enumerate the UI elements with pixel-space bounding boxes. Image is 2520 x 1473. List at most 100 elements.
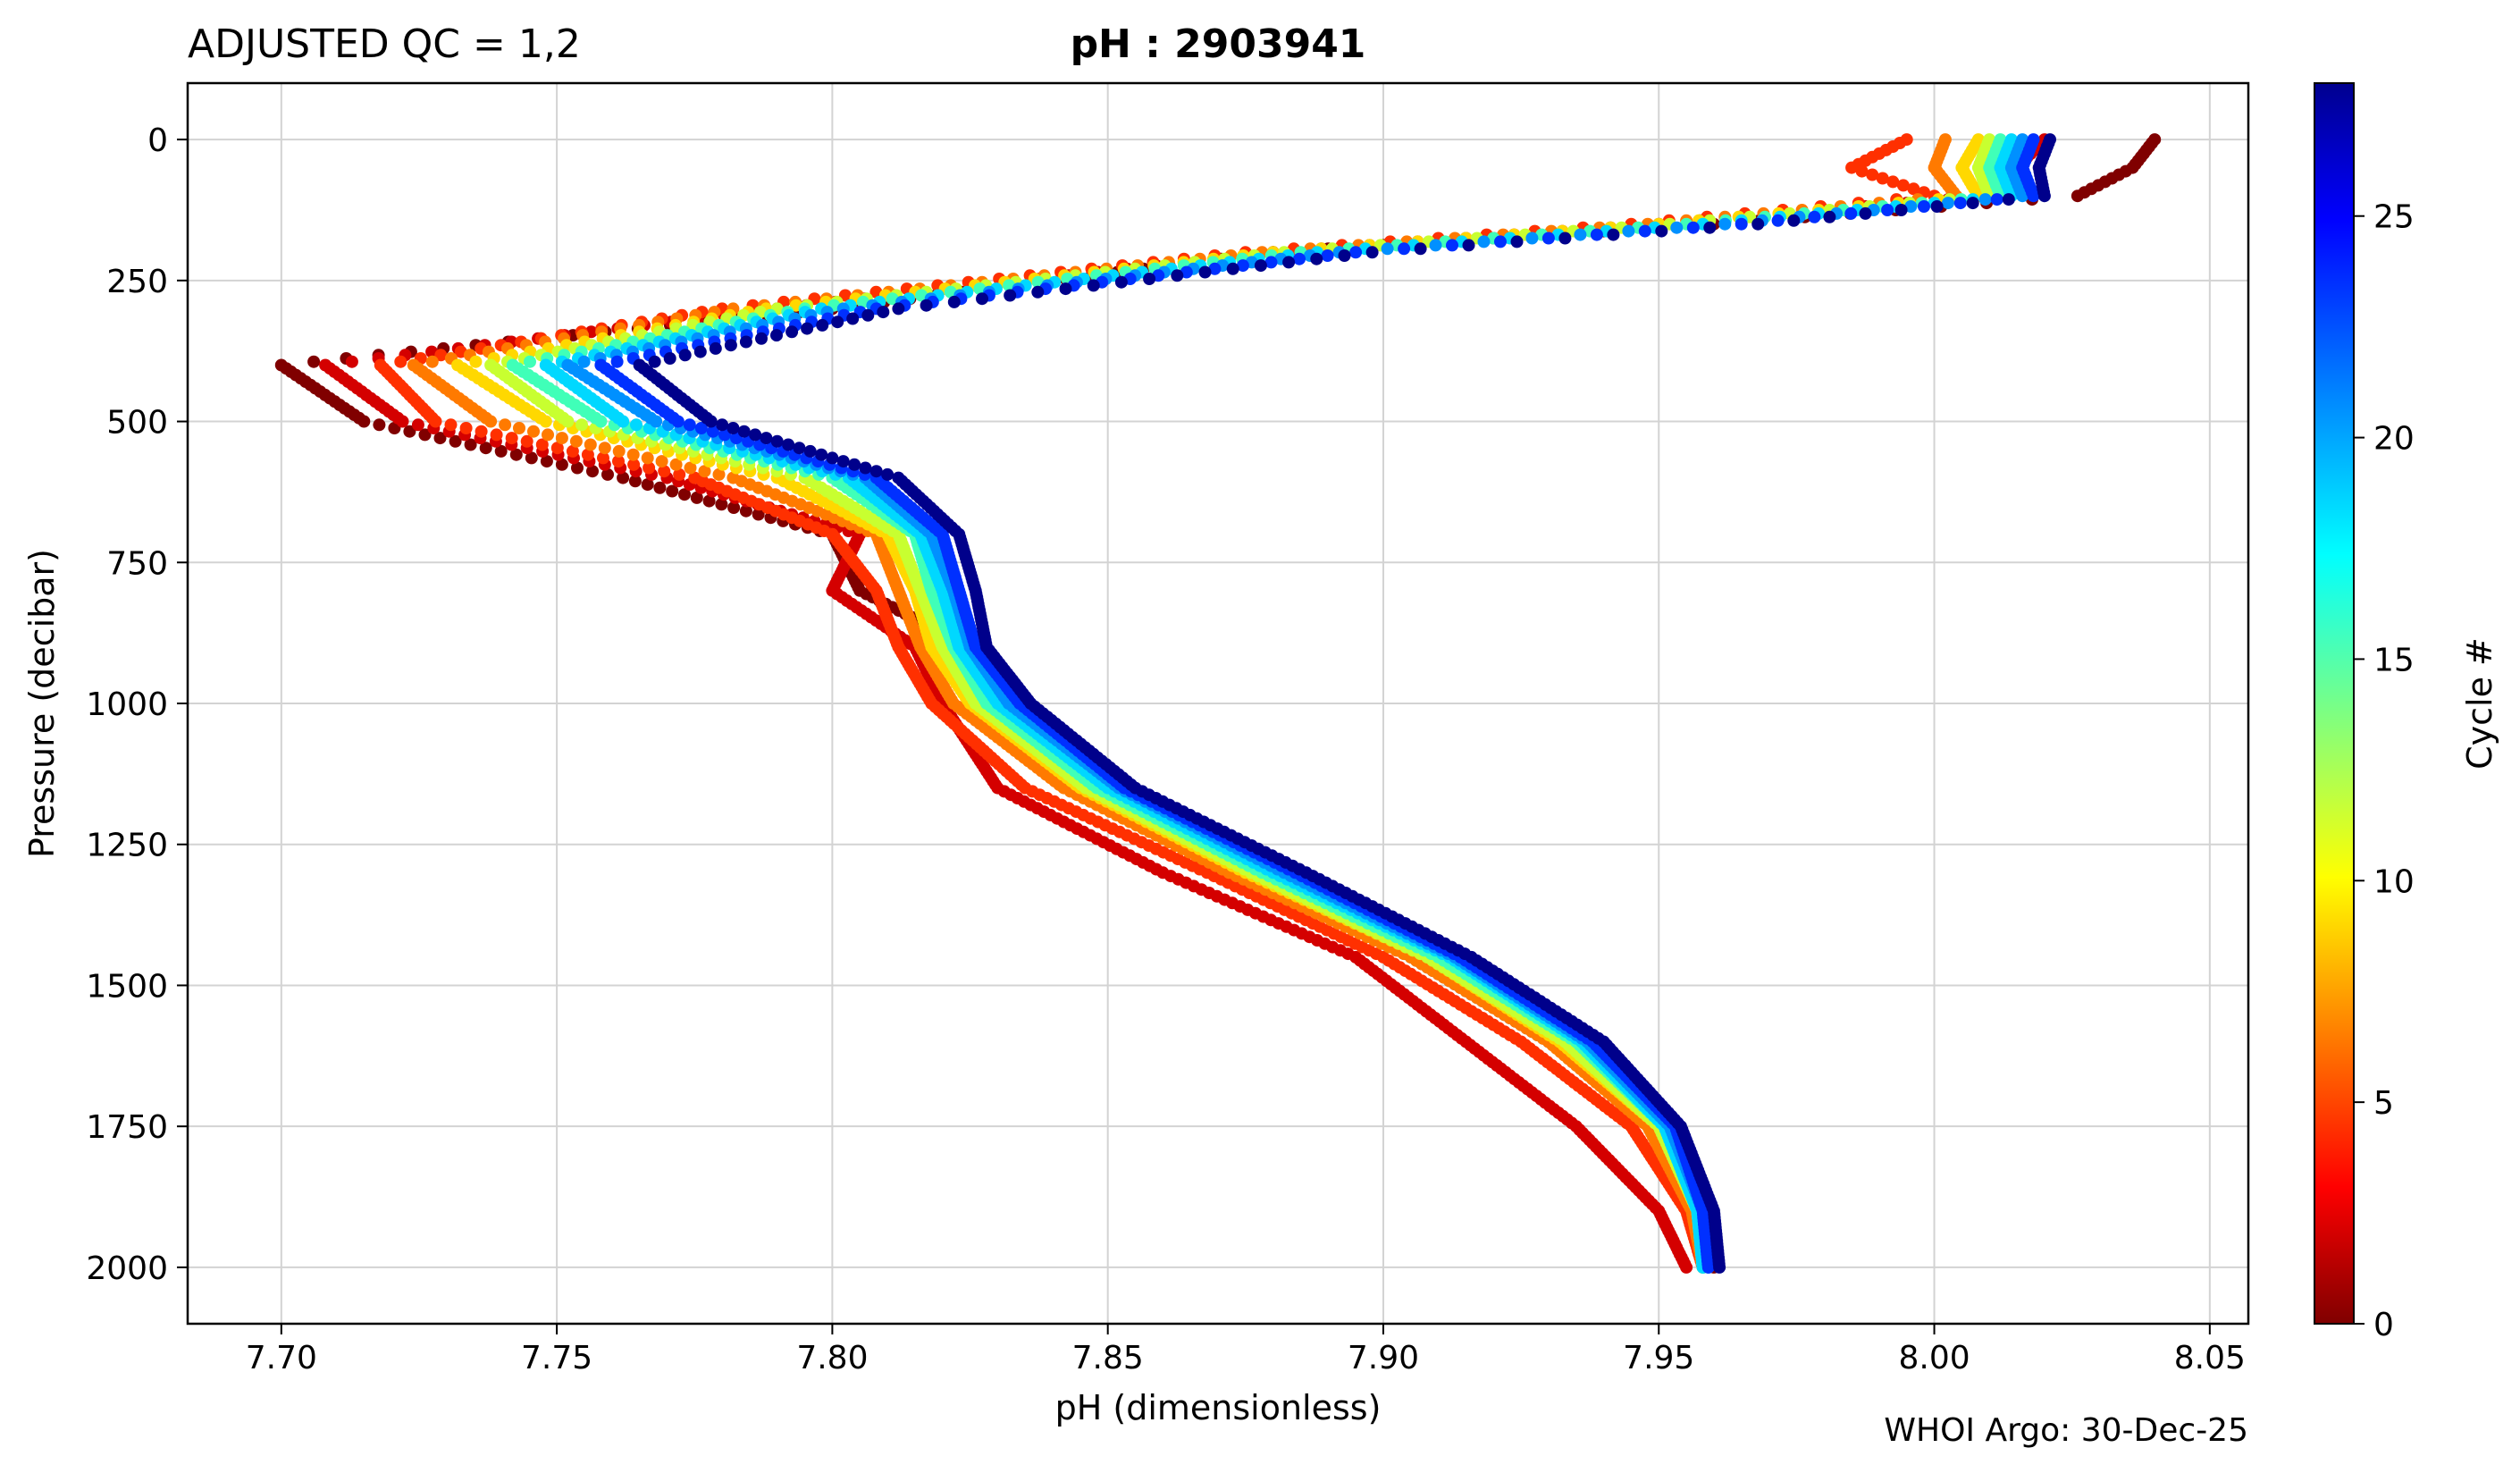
data-point bbox=[2016, 189, 2029, 203]
data-point bbox=[555, 458, 568, 471]
data-point bbox=[881, 467, 895, 481]
data-point bbox=[1525, 231, 1539, 245]
data-point bbox=[1180, 265, 1193, 279]
data-point bbox=[569, 434, 583, 448]
data-point bbox=[1713, 1260, 1726, 1274]
data-point bbox=[712, 467, 726, 481]
data-point bbox=[1349, 246, 1363, 259]
y-tick-label: 1500 bbox=[86, 968, 168, 1005]
data-point bbox=[540, 455, 553, 468]
data-point bbox=[973, 282, 987, 296]
data-point bbox=[678, 488, 691, 501]
data-point bbox=[760, 432, 773, 445]
data-point bbox=[1751, 217, 1765, 231]
data-point bbox=[555, 432, 568, 445]
x-tick-label: 7.75 bbox=[521, 1340, 592, 1376]
data-point bbox=[1844, 206, 1858, 220]
data-point bbox=[1590, 228, 1603, 241]
data-point bbox=[650, 415, 663, 428]
data-point bbox=[648, 355, 661, 368]
data-point bbox=[594, 415, 608, 428]
data-point bbox=[1866, 168, 1879, 181]
colorbar-tick-label: 5 bbox=[2373, 1085, 2394, 1122]
data-point bbox=[752, 508, 765, 521]
data-point bbox=[520, 434, 533, 448]
data-point bbox=[816, 318, 829, 332]
data-point bbox=[509, 448, 523, 461]
data-point bbox=[459, 422, 473, 434]
data-point bbox=[1855, 164, 1869, 178]
data-point bbox=[429, 415, 442, 428]
data-point bbox=[425, 355, 439, 368]
data-point bbox=[1338, 249, 1351, 262]
x-axis-label: pH (dimensionless) bbox=[1055, 1388, 1382, 1427]
data-point bbox=[1264, 256, 1278, 269]
x-tick-label: 7.95 bbox=[1623, 1340, 1694, 1376]
data-point bbox=[1655, 224, 1668, 238]
axis-ticks: 7.70 7.75 7.80 7.85 7.90 7.95 8.00 8.05 0 250 500 7… bbox=[86, 122, 2246, 1376]
data-point bbox=[658, 465, 671, 478]
data-point bbox=[846, 312, 860, 325]
data-point bbox=[1808, 210, 1821, 223]
data-point bbox=[1622, 224, 1635, 238]
data-point bbox=[434, 349, 448, 362]
data-point bbox=[1558, 231, 1572, 245]
data-point bbox=[542, 428, 554, 442]
data-point bbox=[861, 308, 875, 322]
data-point bbox=[749, 428, 762, 442]
data-point bbox=[1686, 221, 1700, 234]
data-point bbox=[1254, 259, 1267, 273]
data-point bbox=[464, 438, 477, 451]
data-point bbox=[539, 415, 552, 428]
data-point bbox=[584, 438, 597, 451]
data-point bbox=[484, 415, 498, 428]
data-point bbox=[706, 425, 719, 438]
data-point bbox=[782, 438, 795, 451]
y-tick-label: 0 bbox=[147, 122, 168, 159]
series-cycle-27 bbox=[633, 133, 2056, 1274]
data-point bbox=[785, 325, 799, 339]
data-point bbox=[698, 465, 711, 478]
data-point bbox=[627, 458, 641, 471]
data-point bbox=[944, 285, 957, 299]
y-tick-label: 750 bbox=[106, 545, 168, 582]
data-point bbox=[1282, 256, 1296, 269]
colorbar-tick-label: 10 bbox=[2373, 863, 2415, 900]
data-point bbox=[2071, 189, 2084, 203]
data-point bbox=[1003, 279, 1016, 292]
data-point bbox=[469, 355, 483, 368]
data-point bbox=[1293, 252, 1306, 265]
data-point bbox=[411, 418, 424, 432]
data-point bbox=[601, 467, 614, 481]
data-point bbox=[597, 451, 609, 465]
data-point bbox=[836, 455, 850, 468]
data-point bbox=[1886, 175, 1900, 189]
data-point bbox=[641, 478, 654, 492]
data-point bbox=[1942, 197, 1954, 210]
data-point bbox=[1896, 179, 1910, 192]
data-point bbox=[1966, 197, 1979, 210]
y-axis-label: Pressure (decibar) bbox=[22, 549, 62, 858]
data-point bbox=[612, 455, 625, 468]
data-point bbox=[1198, 265, 1212, 279]
data-point bbox=[826, 451, 839, 465]
colorbar-ticks: 0 5 10 15 20 25 bbox=[2354, 199, 2415, 1343]
data-point bbox=[718, 428, 731, 442]
data-point bbox=[1990, 193, 2003, 206]
data-point bbox=[1398, 242, 1411, 256]
data-point bbox=[727, 422, 740, 434]
x-tick-label: 8.00 bbox=[1898, 1340, 1970, 1376]
colorbar bbox=[2314, 82, 2355, 1325]
data-point bbox=[1494, 235, 1507, 248]
data-point bbox=[1143, 273, 1156, 285]
data-point bbox=[1978, 193, 1992, 206]
data-point bbox=[915, 289, 928, 302]
data-point bbox=[976, 292, 988, 306]
data-point bbox=[1703, 221, 1717, 234]
data-point bbox=[1701, 1260, 1715, 1274]
data-point bbox=[673, 467, 686, 481]
data-point bbox=[581, 448, 594, 461]
data-point bbox=[626, 448, 640, 461]
data-point bbox=[1953, 197, 1967, 210]
